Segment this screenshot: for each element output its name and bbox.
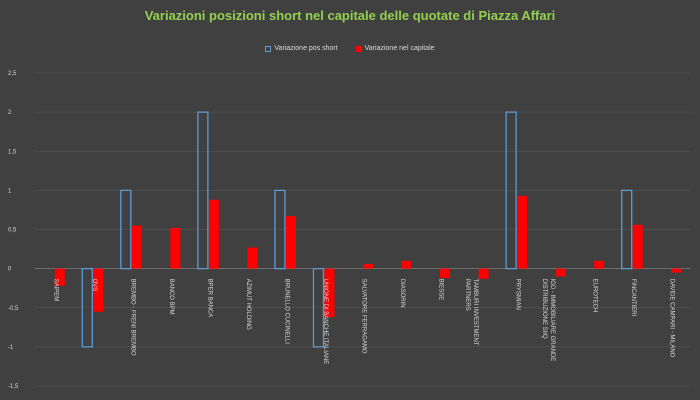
- x-tick-label-line: PARTNERS: [464, 279, 470, 311]
- y-tick-label: -1: [8, 345, 14, 351]
- y-tick-label: 1,5: [8, 149, 17, 155]
- x-tick-label-line: BANCO BPM: [168, 279, 174, 315]
- x-tick-label: PRYSMIAN: [515, 279, 521, 310]
- x-tick-label-line: OVS: [91, 279, 97, 292]
- y-tick-label: 0: [8, 267, 12, 273]
- x-tick-label: SALVATORE FERRAGAMO: [361, 279, 367, 354]
- y-tick-label: 2,5: [8, 71, 17, 77]
- bar-pos-short: [120, 189, 132, 270]
- x-tick-label: DIASORIN: [399, 279, 405, 308]
- x-tick-label: EUROTECH: [592, 279, 598, 313]
- y-tick-label: 1: [8, 188, 12, 194]
- bar-capitale: [671, 268, 682, 273]
- x-tick-label-line: PRYSMIAN: [515, 279, 521, 310]
- legend-swatch-pos-short-icon: [265, 45, 272, 52]
- legend-label-capitale: Variazione nel capitale: [364, 45, 435, 52]
- bar-capitale: [555, 268, 566, 277]
- x-tick-label: AZIMUT HOLDING: [245, 279, 251, 331]
- x-tick-label-line: BIESSE: [438, 279, 444, 301]
- bar-capitale: [594, 260, 605, 269]
- bar-capitale: [170, 227, 181, 269]
- legend-swatch-capitale-icon: [355, 45, 362, 52]
- x-tick-label: UNIONE DI BANCHE ITALIANE: [322, 279, 328, 365]
- x-tick-label-line: DAVIDE CAMPARI - MILANO: [669, 279, 675, 358]
- x-tick-label-line: FINCANTIERI: [630, 279, 636, 317]
- y-tick-label: -0,5: [8, 306, 19, 312]
- x-tick-label: DAVIDE CAMPARI - MILANO: [669, 279, 675, 358]
- legend-item-pos-short: Variazione pos short: [265, 45, 338, 52]
- x-tick-label-line: AZIMUT HOLDING: [245, 279, 251, 331]
- x-tick-label-line: EUROTECH: [592, 279, 598, 313]
- y-tick-label: 2: [8, 110, 12, 116]
- chart-title: Variazioni posizioni short nel capitale …: [144, 8, 556, 23]
- bar-pos-short: [312, 267, 325, 348]
- bar-pos-short: [197, 111, 209, 270]
- legend-label-pos-short: Variazione pos short: [274, 45, 338, 52]
- bar-capitale: [93, 268, 104, 312]
- x-tick-label: BREMBO - FRENI BREMBO: [129, 279, 135, 356]
- bar-pos-short: [621, 189, 633, 270]
- x-tick-label-line: BPER BANCA: [206, 279, 212, 318]
- x-tick-label: FINCANTIERI: [630, 279, 636, 317]
- bar-capitale: [440, 268, 451, 279]
- x-tick-label-line: SAIPEM: [52, 279, 58, 302]
- y-tick-label: -1,5: [8, 384, 19, 390]
- legend-item-capitale: Variazione nel capitale: [355, 45, 435, 52]
- bar-capitale: [478, 268, 489, 279]
- bar-capitale: [54, 268, 65, 286]
- x-tick-label: BANCO BPM: [168, 279, 174, 315]
- x-tick-label-line: IGD - IMMOBILIARE GRANDE: [549, 279, 555, 362]
- x-tick-label-line: UNIONE DI BANCHE ITALIANE: [322, 279, 328, 365]
- x-tick-label-line: BREMBO - FRENI BREMBO: [129, 279, 135, 356]
- bar-capitale: [131, 225, 142, 269]
- x-tick-label-line: DISTRIBUZIONE SIIQ: [541, 279, 547, 339]
- x-tick-label: OVS: [91, 279, 97, 292]
- bar-capitale: [208, 199, 219, 269]
- legend: Variazione pos short Variazione nel capi…: [0, 45, 700, 54]
- x-tick-label-line: BRUNELLO CUCINELLI: [283, 279, 289, 345]
- x-tick-label: BIESSE: [438, 279, 444, 301]
- x-tick-label-line: SALVATORE FERRAGAMO: [361, 279, 367, 354]
- bar-pos-short: [505, 111, 517, 270]
- x-tick-label-line: DIASORIN: [399, 279, 405, 308]
- bar-capitale: [517, 195, 528, 269]
- bar-capitale: [363, 263, 373, 269]
- bar-pos-short: [274, 189, 286, 270]
- bar-capitale: [632, 224, 643, 269]
- bar-capitale: [401, 260, 412, 269]
- bar-pos-short: [81, 267, 93, 348]
- bar-capitale: [285, 216, 296, 269]
- y-tick-label: 0,5: [8, 228, 17, 234]
- x-tick-label-line: TAMBURI INVESTMENT: [472, 279, 478, 346]
- x-tick-label: BRUNELLO CUCINELLI: [283, 279, 289, 345]
- x-tick-label: SAIPEM: [52, 279, 58, 302]
- bar-capitale: [324, 268, 335, 318]
- x-tick-label: BPER BANCA: [206, 279, 212, 318]
- bar-capitale: [247, 247, 258, 269]
